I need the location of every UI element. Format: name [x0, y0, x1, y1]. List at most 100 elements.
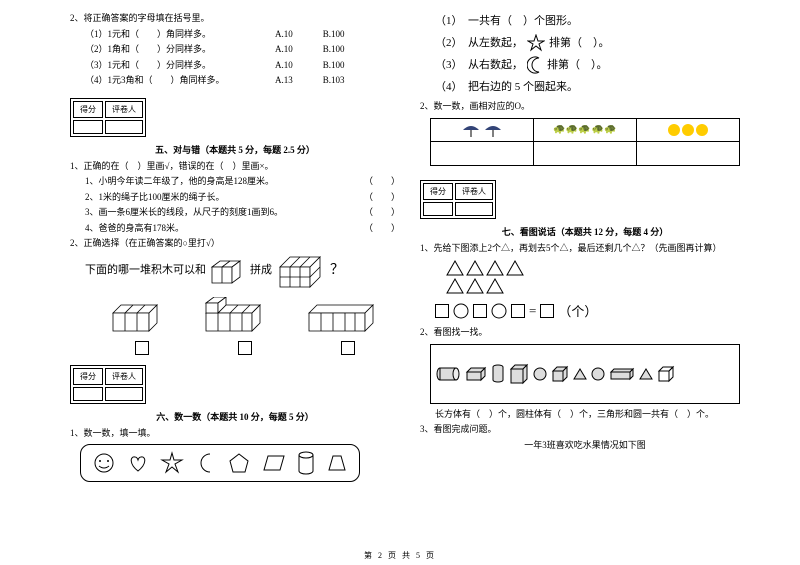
sec5-item: 4、爸爸的身高有178米。（ ）	[85, 222, 400, 236]
section-7-title: 七、看图说话（本题共 12 分，每题 4 分）	[420, 225, 750, 238]
q2-opt-a: A.10	[275, 28, 293, 42]
trapezoid-icon	[327, 452, 347, 474]
q2-opt-b: B.100	[323, 28, 345, 42]
count-table: 🐢🐢🐢🐢🐢	[430, 118, 740, 166]
cube-icon	[551, 365, 569, 383]
score-box: 得分评卷人	[70, 98, 146, 137]
sec7-q2: 2、看图找一找。	[420, 326, 750, 340]
page-footer: 第 2 页 共 5 页	[0, 550, 800, 561]
answer-box[interactable]	[473, 304, 487, 318]
answer-box[interactable]	[540, 304, 554, 318]
cuboid-icon	[509, 363, 529, 385]
r-q2: 2、数一数，画相对应的O。	[420, 100, 750, 114]
sec7-q3b: 一年3班喜欢吃水果情况如下图	[420, 439, 750, 453]
q2-item: （2）1角和（ ）分同样多。 A.10 B.100	[85, 43, 400, 57]
q2-text: （4）1元3角和（ ）角同样多。	[85, 74, 245, 88]
sec7-q1: 1、先给下图添上2个△，再划去5个△，最后还剩几个△？（先画图再计算）	[420, 242, 750, 256]
section-5-title: 五、对与错（本题共 5 分，每题 2.5 分）	[70, 143, 400, 156]
triangle-row	[445, 259, 535, 277]
sec5-item: 2、1米的绳子比100厘米的绳子长。（ ）	[85, 191, 400, 205]
cylinder-icon	[491, 364, 505, 384]
q2-opt-a: A.10	[275, 59, 293, 73]
blocks-text2: 拼成	[250, 262, 272, 279]
checkbox[interactable]	[341, 341, 355, 355]
triangle-row	[445, 277, 515, 295]
eq-tail: （个）	[558, 301, 597, 320]
question-mark: ？	[330, 260, 344, 281]
sec5-q1: 1、正确的在（ ）里画√，错误的在（ ）里画×。	[70, 160, 400, 174]
circle-icon	[453, 303, 469, 319]
cylinder-icon	[297, 451, 315, 475]
q2-item: （1）1元和（ ）角同样多。 A.10 B.100	[85, 28, 400, 42]
sec5-item: 1、小明今年读二年级了，他的身高是128厘米。（ ）	[85, 175, 400, 189]
block-option-1	[107, 297, 167, 337]
block-option-2	[200, 297, 270, 337]
q2-opt-b: B.100	[323, 43, 345, 57]
big-cube-icon	[276, 253, 326, 289]
grader-label: 评卷人	[455, 183, 493, 200]
blocks-question: 下面的哪一堆积木可以和 拼成 ？	[70, 253, 400, 289]
blocks-options	[90, 297, 400, 337]
sec7-q3: 3、看图完成问题。	[420, 423, 750, 437]
checkbox[interactable]	[238, 341, 252, 355]
answer-box[interactable]	[511, 304, 525, 318]
q2-opt-a: A.13	[275, 74, 293, 88]
star-icon	[160, 451, 184, 475]
circle-icon	[668, 124, 680, 136]
moon-icon	[196, 452, 216, 474]
blocks-checkboxes	[90, 341, 400, 355]
score-label: 得分	[73, 368, 103, 385]
r-item: （1） 一共有（ ）个图形。	[420, 10, 750, 32]
cuboid-icon	[465, 366, 487, 382]
grader-label: 评卷人	[105, 101, 143, 118]
block-option-3	[303, 297, 383, 337]
score-box: 得分评卷人	[70, 365, 146, 404]
score-label: 得分	[423, 183, 453, 200]
section-6-title: 六、数一数（本题共 10 分，每题 5 分）	[70, 410, 400, 423]
umbrella-icon	[461, 122, 481, 138]
parallelogram-icon	[262, 452, 286, 474]
r-item: （4） 把右边的 5 个圈起来。	[420, 76, 750, 98]
q2-item: （3）1元和（ ）分同样多。 A.10 B.100	[85, 59, 400, 73]
circle-icon	[591, 367, 605, 381]
score-box: 得分评卷人	[420, 180, 496, 219]
shape-line: 长方体有（ ）个，圆柱体有（ ）个，三角形和圆一共有（ ）个。	[420, 408, 750, 422]
star-icon	[527, 34, 545, 52]
smiley-icon	[93, 452, 115, 474]
q2-opt-a: A.10	[275, 43, 293, 57]
sec5-item: 3、画一条6厘米长的线段，从尺子的刻度1画到6。（ ）	[85, 206, 400, 220]
circle-icon	[533, 367, 547, 381]
cuboid-icon	[609, 367, 635, 381]
shapes-row	[80, 444, 360, 482]
circle-icon	[682, 124, 694, 136]
circle-icon	[696, 124, 708, 136]
cube-icon	[657, 365, 675, 383]
left-column: 2、将正确答案的字母填在括号里。 （1）1元和（ ）角同样多。 A.10 B.1…	[60, 10, 410, 540]
answer-box[interactable]	[435, 304, 449, 318]
r-item: （2） 从左数起， 排第（ ）。	[420, 32, 750, 54]
triangle-icon	[573, 367, 587, 381]
triangles	[420, 259, 750, 295]
umbrella-icon	[483, 122, 503, 138]
q2-item: （4）1元3角和（ ）角同样多。 A.13 B.103	[85, 74, 400, 88]
score-label: 得分	[73, 101, 103, 118]
sec6-q1: 1、数一数，填一填。	[70, 427, 400, 441]
moon-icon	[527, 56, 543, 74]
q2-text: （2）1角和（ ）分同样多。	[85, 43, 245, 57]
cylinder-icon	[435, 366, 461, 382]
triangle-icon	[639, 367, 653, 381]
q2-opt-b: B.103	[323, 74, 345, 88]
q2-text: （3）1元和（ ）分同样多。	[85, 59, 245, 73]
right-column: （1） 一共有（ ）个图形。 （2） 从左数起， 排第（ ）。 （3） 从右数起…	[410, 10, 760, 540]
shapes-box	[430, 344, 740, 404]
q2-opt-b: B.100	[323, 59, 345, 73]
pentagon-icon	[228, 452, 250, 474]
heart-icon	[127, 452, 149, 474]
grader-label: 评卷人	[105, 368, 143, 385]
r-item: （3） 从右数起， 排第（ ）。	[420, 54, 750, 76]
equation: = （个）	[420, 301, 750, 320]
blocks-text: 下面的哪一堆积木可以和	[85, 262, 206, 279]
checkbox[interactable]	[135, 341, 149, 355]
circle-icon	[491, 303, 507, 319]
q2-title: 2、将正确答案的字母填在括号里。	[70, 12, 400, 26]
